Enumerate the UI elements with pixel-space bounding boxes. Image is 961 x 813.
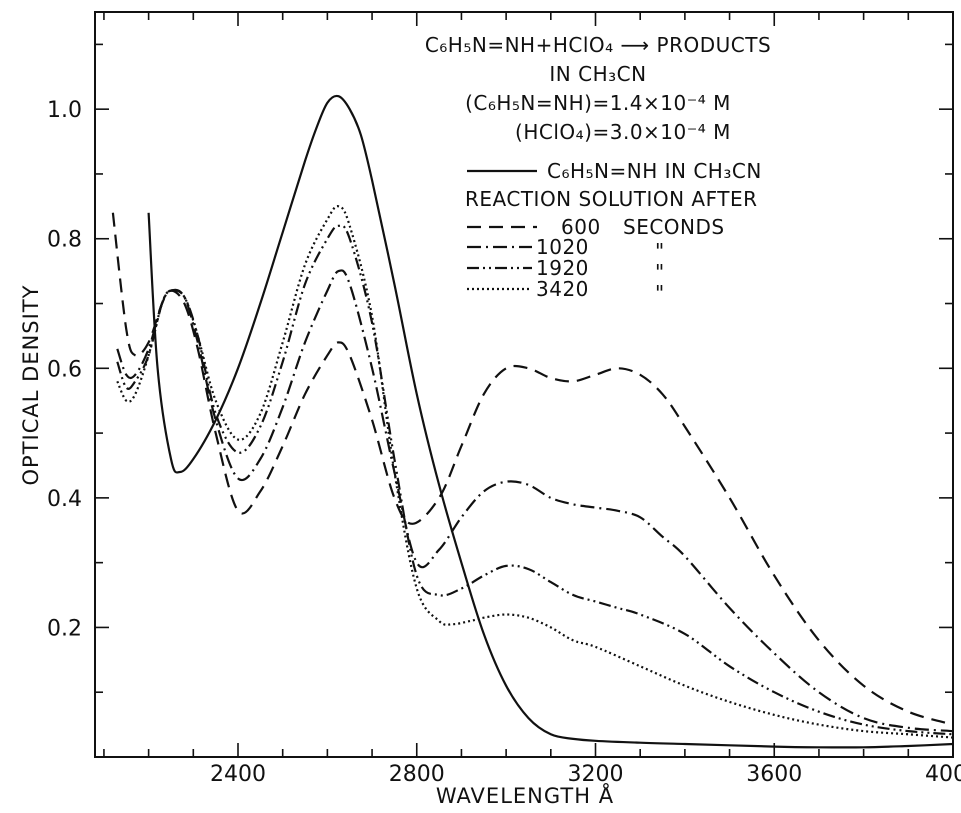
legend-value-3420: 3420 — [536, 277, 589, 301]
legend-value-1920: 1920 — [536, 256, 589, 280]
legend-unit-3420: " — [655, 281, 665, 305]
x-tick-label-2800: 2800 — [389, 762, 445, 787]
y-tick-label-0: 0.2 — [47, 616, 82, 641]
x-tick-label-3200: 3200 — [568, 762, 624, 787]
y-axis-tick-labels: 0.2 0.4 0.6 0.8 1.0 — [47, 98, 82, 641]
legend-unit-600: SECONDS — [623, 215, 725, 239]
y-tick-label-3: 0.8 — [47, 228, 82, 253]
series-dashed — [111, 212, 954, 726]
annotation-line-1: C₆H₅N=NH+HClO₄ ⟶ PRODUCTS — [425, 33, 771, 57]
legend-label-solid: C₆H₅N=NH IN CH₃CN — [547, 159, 762, 183]
plot-frame — [94, 11, 954, 758]
x-tick-label-2400: 2400 — [210, 762, 266, 787]
legend-unit-1020: " — [655, 239, 665, 263]
series-dash-dot — [116, 269, 954, 733]
series-dash-dot-dot — [116, 224, 954, 736]
x-axis-label: WAVELENGTH Å — [436, 782, 614, 808]
annotation-line-4: (HClO₄)=3.0×10⁻⁴ M — [515, 120, 731, 144]
y-tick-label-1: 0.4 — [47, 487, 82, 512]
y-tick-label-2: 0.6 — [47, 357, 82, 382]
y-tick-label-4: 1.0 — [47, 98, 82, 123]
x-tick-label-3600: 3600 — [746, 762, 802, 787]
annotation-line-3: (C₆H₅N=NH)=1.4×10⁻⁴ M — [465, 91, 731, 115]
legend-unit-1920: " — [655, 260, 665, 284]
legend-value-1020: 1020 — [536, 235, 589, 259]
legend-subtitle: REACTION SOLUTION AFTER — [465, 187, 758, 211]
x-axis-ticks — [103, 12, 954, 757]
series-layer — [111, 94, 954, 749]
reaction-annotation: C₆H₅N=NH+HClO₄ ⟶ PRODUCTS IN CH₃CN (C₆H₅… — [425, 33, 771, 144]
y-axis-label: OPTICAL DENSITY — [19, 285, 43, 486]
y-axis-ticks — [95, 43, 953, 694]
legend-value-600: 600 — [561, 215, 601, 239]
legend: C₆H₅N=NH IN CH₃CN REACTION SOLUTION AFTE… — [465, 159, 762, 305]
series-dotted — [116, 205, 954, 739]
annotation-line-2: IN CH₃CN — [549, 62, 646, 86]
